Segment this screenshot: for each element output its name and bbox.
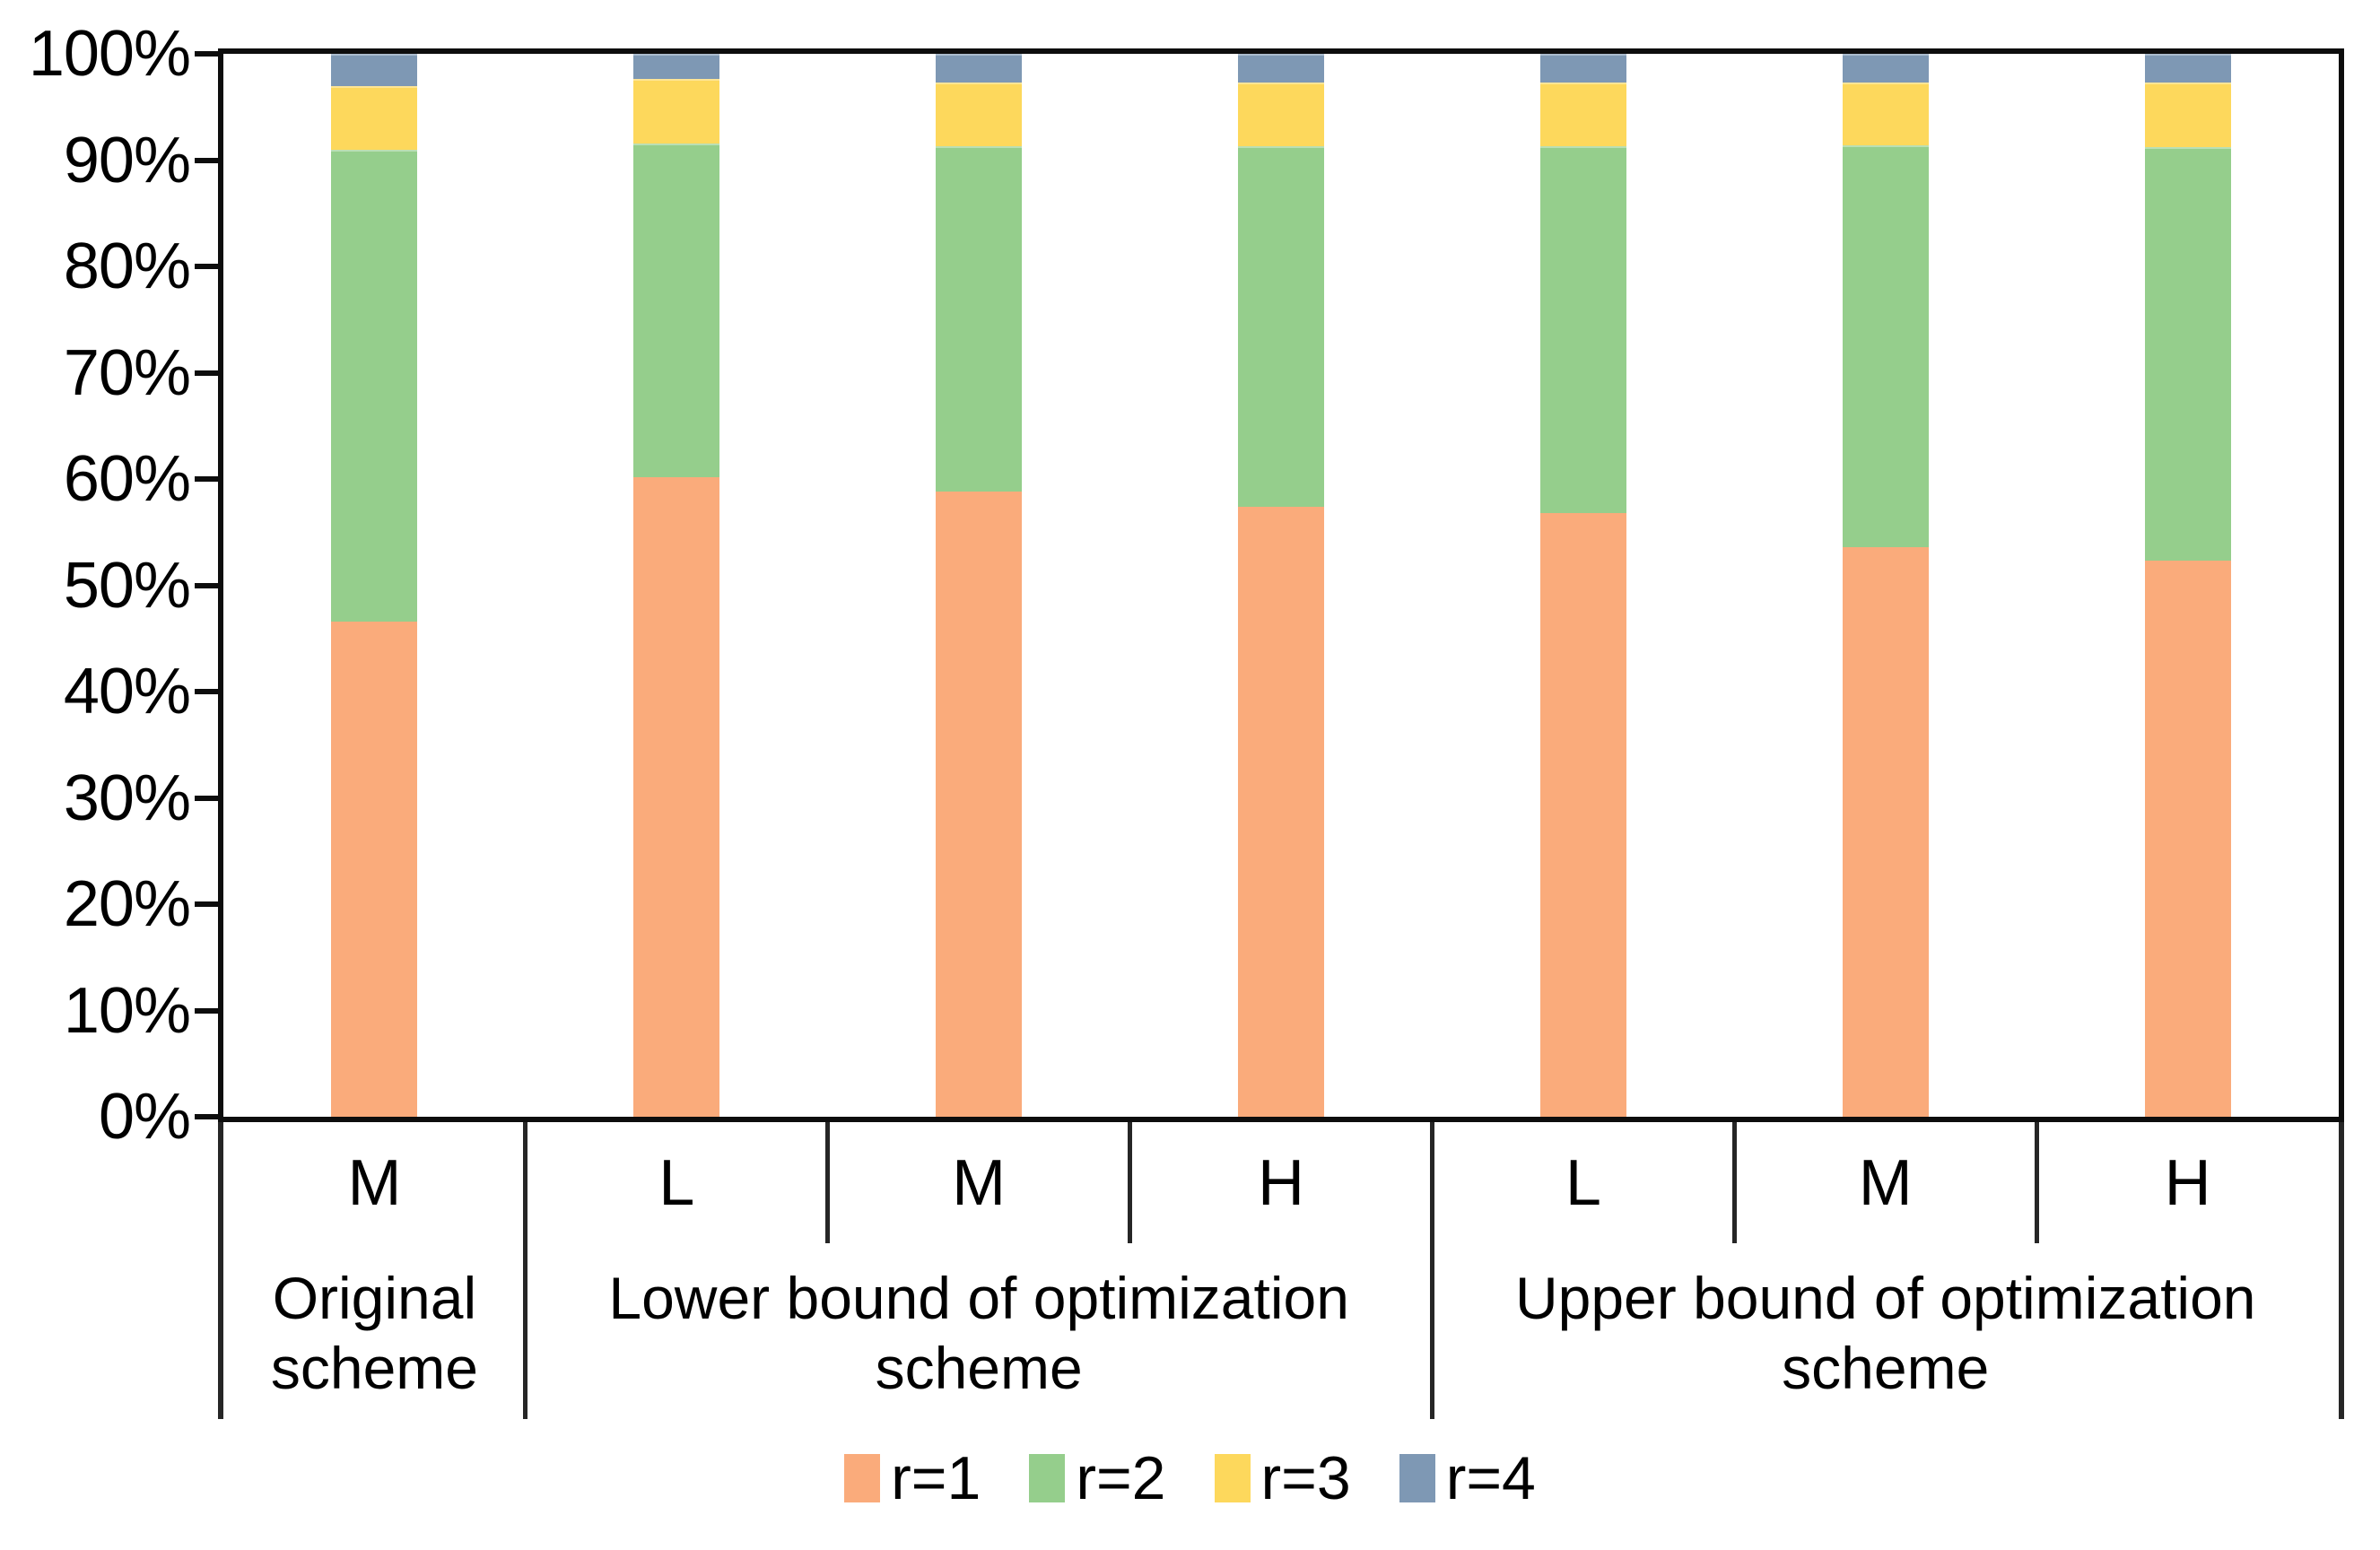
x-axis-category-label: M bbox=[1858, 1146, 1913, 1219]
x-axis-category-label: H bbox=[1258, 1146, 1304, 1219]
bar-segment-r=3 bbox=[1842, 83, 1929, 145]
x-axis-category-label: M bbox=[952, 1146, 1007, 1219]
legend-label: r=4 bbox=[1445, 1444, 1536, 1512]
x-axis-category-label: L bbox=[1565, 1146, 1601, 1219]
x-axis-category-table: M L M H L M H Original scheme Lower bound of op… bbox=[218, 1122, 2344, 1419]
bar-segment-r=4 bbox=[1842, 54, 1929, 83]
group-divider-line bbox=[523, 1122, 528, 1419]
y-axis-tick-mark bbox=[195, 476, 222, 482]
stacked-bar-6 bbox=[1842, 54, 1929, 1117]
stacked-bar-1 bbox=[331, 54, 418, 1117]
bar-segment-r=2 bbox=[1238, 146, 1324, 507]
y-axis-tick-mark bbox=[195, 370, 222, 376]
bar-segment-r=4 bbox=[2144, 54, 2231, 83]
bar-slot-3 bbox=[828, 54, 1130, 1117]
category-divider-line bbox=[2034, 1122, 2039, 1243]
category-divider-line bbox=[1128, 1122, 1133, 1243]
bar-segment-r=3 bbox=[936, 83, 1023, 147]
y-axis-tick-mark bbox=[195, 1114, 222, 1119]
x-axis-category-label: M bbox=[347, 1146, 402, 1219]
y-axis-tick-mark bbox=[195, 1007, 222, 1014]
bar-segment-r=1 bbox=[1539, 512, 1626, 1117]
legend-item-r=4: r=4 bbox=[1399, 1442, 1536, 1514]
category-divider-line bbox=[825, 1122, 831, 1243]
y-axis-label: 90% bbox=[63, 124, 191, 196]
bar-segment-r=1 bbox=[1238, 506, 1324, 1117]
bar-segment-r=1 bbox=[936, 492, 1023, 1117]
x-axis-category-label: H bbox=[2164, 1146, 2211, 1219]
bar-slot-4 bbox=[1130, 54, 1433, 1117]
bar-segment-r=1 bbox=[331, 621, 418, 1117]
y-axis-label: 100% bbox=[28, 18, 191, 90]
bar-segment-r=2 bbox=[2144, 147, 2231, 562]
legend-label: r=1 bbox=[891, 1444, 981, 1512]
bar-slot-6 bbox=[1734, 54, 2036, 1117]
y-axis-label: 30% bbox=[63, 762, 191, 834]
y-axis-label: 10% bbox=[63, 974, 191, 1047]
legend-item-r=2: r=2 bbox=[1029, 1442, 1166, 1514]
bar-segment-r=3 bbox=[633, 79, 720, 144]
bar-segment-r=4 bbox=[633, 54, 720, 80]
bar-segment-r=1 bbox=[2144, 561, 2231, 1117]
bar-segment-r=3 bbox=[2144, 83, 2231, 148]
legend-item-r=1: r=1 bbox=[844, 1442, 981, 1514]
y-axis-label: 80% bbox=[63, 231, 191, 302]
y-axis-tick-mark bbox=[195, 51, 222, 57]
bar-segment-r=3 bbox=[1539, 83, 1626, 147]
category-divider-line bbox=[1731, 1122, 1737, 1243]
stacked-bar-7 bbox=[2144, 54, 2231, 1117]
legend-label: r=2 bbox=[1076, 1444, 1166, 1512]
bar-segment-r=3 bbox=[331, 85, 418, 150]
legend-swatch-icon bbox=[844, 1454, 881, 1502]
bar-segment-r=4 bbox=[936, 54, 1023, 83]
bar-segment-r=1 bbox=[633, 476, 720, 1117]
y-axis-label: 20% bbox=[63, 868, 191, 940]
bar-slot-7 bbox=[2036, 54, 2339, 1117]
y-axis-tick-mark bbox=[195, 795, 222, 801]
bar-segment-r=3 bbox=[1238, 83, 1324, 147]
y-axis-label: 40% bbox=[63, 656, 191, 727]
group-divider-line bbox=[1429, 1122, 1434, 1419]
y-axis-tick-mark bbox=[195, 582, 222, 588]
y-axis-label: 70% bbox=[63, 336, 191, 409]
y-axis-label: 60% bbox=[63, 443, 191, 515]
bar-segment-r=4 bbox=[1238, 54, 1324, 83]
bar-slot-1 bbox=[223, 54, 526, 1117]
y-axis-label: 50% bbox=[63, 549, 191, 622]
legend-swatch-icon bbox=[1399, 1454, 1435, 1502]
legend-swatch-icon bbox=[1214, 1454, 1251, 1502]
bar-segment-r=2 bbox=[1539, 146, 1626, 513]
bar-slot-2 bbox=[526, 54, 828, 1117]
x-axis-group-label: Upper bound of optimization scheme bbox=[1514, 1265, 2256, 1401]
stacked-bar-4 bbox=[1238, 54, 1324, 1117]
legend-swatch-icon bbox=[1029, 1454, 1066, 1502]
y-axis-tick-mark bbox=[195, 901, 222, 907]
legend-label: r=3 bbox=[1260, 1444, 1351, 1512]
legend: r=1 r=2 r=3 r=4 bbox=[0, 1442, 2380, 1514]
bars-container bbox=[223, 54, 2339, 1117]
bar-segment-r=2 bbox=[1842, 144, 1929, 547]
bar-segment-r=4 bbox=[1539, 54, 1626, 83]
x-axis-category-label: L bbox=[658, 1146, 695, 1219]
bar-segment-r=2 bbox=[331, 149, 418, 622]
y-axis-tick-mark bbox=[195, 689, 222, 694]
x-axis-group-label: Lower bound of optimization scheme bbox=[608, 1265, 1349, 1401]
bar-segment-r=4 bbox=[331, 54, 418, 86]
x-axis-group-label: Original scheme bbox=[270, 1265, 478, 1401]
bar-segment-r=2 bbox=[936, 146, 1023, 492]
bar-slot-5 bbox=[1432, 54, 1734, 1117]
y-axis-tick-mark bbox=[195, 264, 222, 269]
stacked-bar-5 bbox=[1539, 54, 1626, 1117]
x-axis-group-row: Original scheme Lower bound of optimizati… bbox=[223, 1243, 2339, 1419]
legend-item-r=3: r=3 bbox=[1214, 1442, 1351, 1514]
y-axis-label: 0% bbox=[98, 1081, 191, 1153]
bar-segment-r=1 bbox=[1842, 546, 1929, 1117]
stacked-bar-3 bbox=[936, 54, 1023, 1117]
y-axis-tick-mark bbox=[195, 157, 222, 163]
bar-segment-r=2 bbox=[633, 143, 720, 477]
stacked-bar-2 bbox=[633, 54, 720, 1117]
